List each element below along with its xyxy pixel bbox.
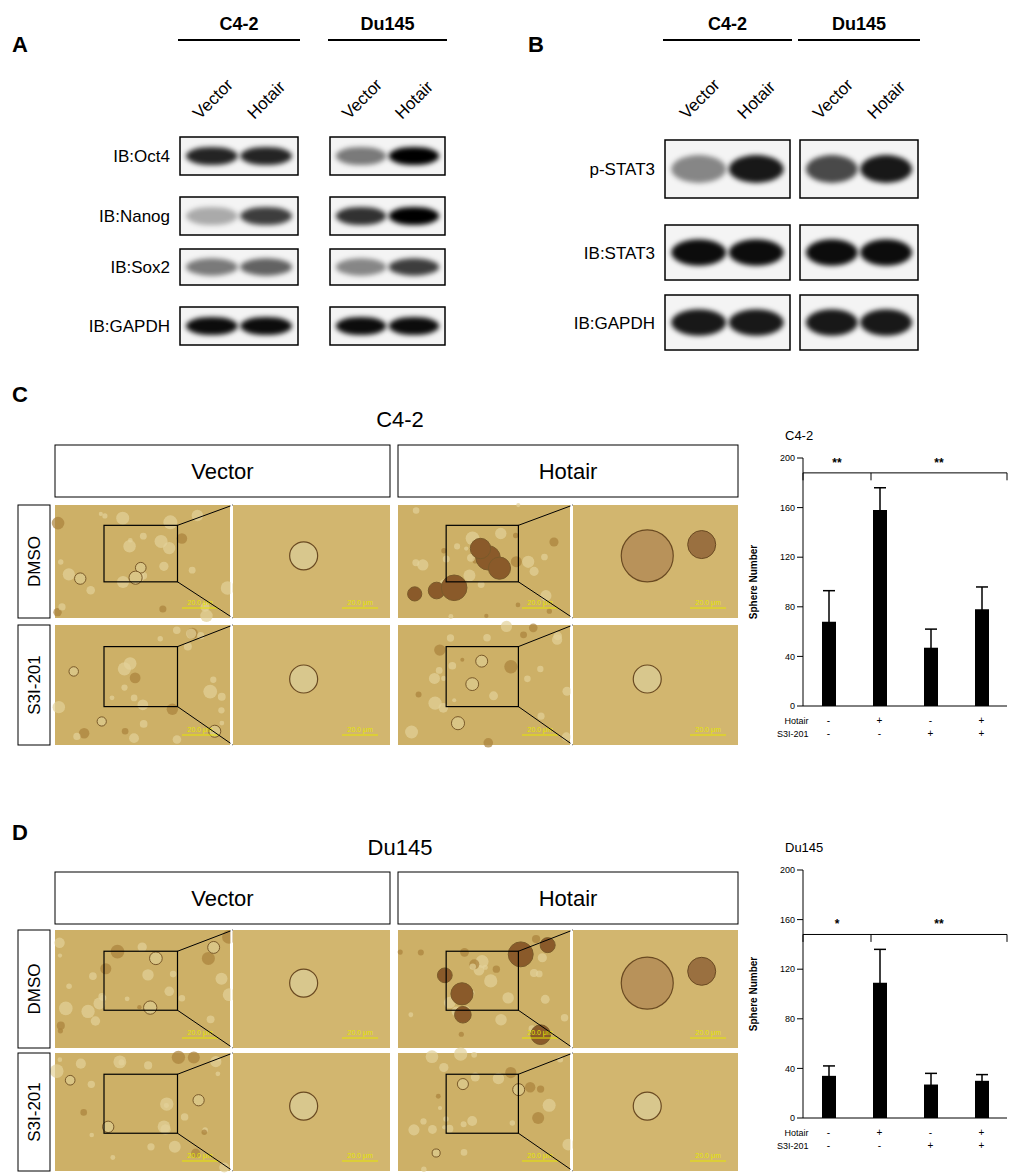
svg-text:IB:STAT3: IB:STAT3 (584, 244, 655, 263)
svg-text:Hotair: Hotair (244, 77, 290, 123)
svg-text:+: + (979, 728, 985, 739)
svg-text:-: - (878, 1140, 881, 1151)
svg-text:200: 200 (780, 865, 795, 875)
svg-text:**: ** (832, 456, 842, 470)
svg-text:+: + (877, 715, 883, 726)
svg-text:+: + (928, 728, 934, 739)
svg-text:0: 0 (790, 701, 795, 711)
svg-text:Vector: Vector (191, 886, 253, 911)
svg-text:S3I-201: S3I-201 (25, 1082, 44, 1142)
svg-text:20.0 μm: 20.0 μm (527, 1152, 553, 1160)
svg-text:Du145: Du145 (832, 14, 886, 34)
svg-text:20.0 μm: 20.0 μm (347, 726, 373, 734)
svg-text:IB:GAPDH: IB:GAPDH (574, 314, 655, 333)
svg-text:0: 0 (790, 1113, 795, 1123)
svg-text:80: 80 (785, 1014, 795, 1024)
svg-text:Hotair: Hotair (784, 1128, 808, 1138)
svg-text:20.0 μm: 20.0 μm (347, 1152, 373, 1160)
svg-text:20.0 μm: 20.0 μm (695, 1029, 721, 1037)
svg-text:S3I-201: S3I-201 (777, 1141, 809, 1151)
svg-text:Du145: Du145 (360, 14, 414, 34)
svg-text:160: 160 (780, 503, 795, 513)
svg-text:B: B (528, 32, 544, 57)
svg-text:**: ** (934, 917, 944, 931)
html-text:Du145: Du145 (785, 840, 824, 855)
svg-text:20.0 μm: 20.0 μm (187, 726, 213, 734)
svg-text:40: 40 (785, 1064, 795, 1074)
svg-text:**: ** (934, 456, 944, 470)
svg-text:20.0 μm: 20.0 μm (695, 726, 721, 734)
svg-text:Vector: Vector (676, 75, 724, 123)
svg-text:Vector: Vector (189, 75, 237, 123)
svg-text:120: 120 (780, 552, 795, 562)
svg-text:DMSO: DMSO (25, 536, 44, 587)
svg-text:Vector: Vector (338, 75, 386, 123)
svg-text:20.0 μm: 20.0 μm (187, 599, 213, 607)
svg-text:p-STAT3: p-STAT3 (590, 160, 656, 179)
svg-text:200: 200 (780, 453, 795, 463)
svg-text:+: + (877, 1127, 883, 1138)
svg-text:40: 40 (785, 652, 795, 662)
svg-text:20.0 μm: 20.0 μm (187, 1152, 213, 1160)
svg-text:20.0 μm: 20.0 μm (695, 599, 721, 607)
svg-text:S3I-201: S3I-201 (25, 655, 44, 715)
svg-text:-: - (878, 728, 881, 739)
html-text:C4-2: C4-2 (785, 428, 814, 443)
svg-text:+: + (928, 1140, 934, 1151)
svg-text:IB:GAPDH: IB:GAPDH (89, 317, 170, 336)
svg-text:Du145: Du145 (368, 835, 433, 860)
svg-text:Hotair: Hotair (784, 716, 808, 726)
svg-text:20.0 μm: 20.0 μm (187, 1029, 213, 1037)
svg-text:+: + (979, 1140, 985, 1151)
svg-text:20.0 μm: 20.0 μm (527, 1029, 553, 1037)
svg-text:Vector: Vector (809, 75, 857, 123)
svg-text:Hotair: Hotair (734, 77, 780, 123)
svg-text:-: - (827, 715, 830, 726)
svg-text:Hotair: Hotair (539, 459, 598, 484)
svg-text:A: A (12, 32, 28, 57)
svg-text:120: 120 (780, 964, 795, 974)
svg-text:20.0 μm: 20.0 μm (347, 1029, 373, 1037)
svg-text:-: - (827, 728, 830, 739)
svg-text:20.0 μm: 20.0 μm (527, 599, 553, 607)
svg-text:-: - (827, 1140, 830, 1151)
svg-text:IB:Oct4: IB:Oct4 (113, 147, 170, 166)
svg-text:C4-2: C4-2 (708, 14, 747, 34)
svg-text:20.0 μm: 20.0 μm (695, 1152, 721, 1160)
svg-text:C: C (12, 382, 28, 407)
svg-text:D: D (12, 820, 28, 845)
svg-text:Sphere Number: Sphere Number (748, 957, 759, 1032)
svg-text:S3I-201: S3I-201 (777, 729, 809, 739)
svg-text:C4-2: C4-2 (376, 407, 424, 432)
svg-text:Hotair: Hotair (864, 77, 910, 123)
svg-text:*: * (835, 917, 840, 931)
svg-text:+: + (979, 715, 985, 726)
svg-text:20.0 μm: 20.0 μm (527, 726, 553, 734)
svg-text:Hotair: Hotair (391, 77, 437, 123)
svg-text:20.0 μm: 20.0 μm (347, 599, 373, 607)
svg-text:+: + (979, 1127, 985, 1138)
svg-text:DMSO: DMSO (25, 964, 44, 1015)
svg-text:C4-2: C4-2 (219, 14, 258, 34)
svg-text:-: - (827, 1127, 830, 1138)
svg-text:Vector: Vector (191, 459, 253, 484)
svg-text:160: 160 (780, 915, 795, 925)
svg-text:-: - (929, 715, 932, 726)
svg-text:-: - (929, 1127, 932, 1138)
svg-text:80: 80 (785, 602, 795, 612)
svg-text:IB:Nanog: IB:Nanog (99, 207, 170, 226)
svg-text:IB:Sox2: IB:Sox2 (110, 258, 170, 277)
svg-text:Sphere Number: Sphere Number (748, 545, 759, 620)
svg-text:Hotair: Hotair (539, 886, 598, 911)
